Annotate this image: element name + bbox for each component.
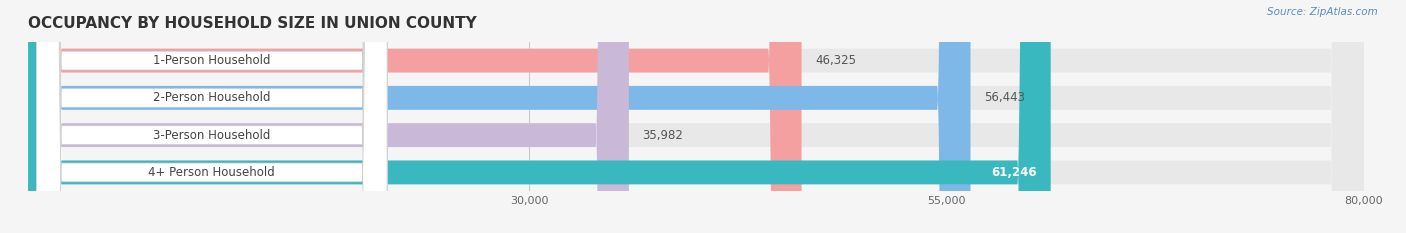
FancyBboxPatch shape <box>37 0 387 233</box>
Text: Source: ZipAtlas.com: Source: ZipAtlas.com <box>1267 7 1378 17</box>
Text: 61,246: 61,246 <box>991 166 1038 179</box>
FancyBboxPatch shape <box>28 0 1364 233</box>
Text: 4+ Person Household: 4+ Person Household <box>149 166 276 179</box>
Text: 2-Person Household: 2-Person Household <box>153 91 270 104</box>
FancyBboxPatch shape <box>37 0 387 233</box>
FancyBboxPatch shape <box>28 0 1364 233</box>
FancyBboxPatch shape <box>28 0 801 233</box>
Text: 35,982: 35,982 <box>643 129 683 142</box>
FancyBboxPatch shape <box>28 0 970 233</box>
Text: OCCUPANCY BY HOUSEHOLD SIZE IN UNION COUNTY: OCCUPANCY BY HOUSEHOLD SIZE IN UNION COU… <box>28 16 477 31</box>
FancyBboxPatch shape <box>37 0 387 233</box>
FancyBboxPatch shape <box>37 0 387 233</box>
FancyBboxPatch shape <box>28 0 1364 233</box>
FancyBboxPatch shape <box>28 0 1364 233</box>
Text: 56,443: 56,443 <box>984 91 1025 104</box>
FancyBboxPatch shape <box>28 0 628 233</box>
FancyBboxPatch shape <box>28 0 1050 233</box>
Text: 46,325: 46,325 <box>815 54 856 67</box>
Text: 3-Person Household: 3-Person Household <box>153 129 270 142</box>
Text: 1-Person Household: 1-Person Household <box>153 54 270 67</box>
